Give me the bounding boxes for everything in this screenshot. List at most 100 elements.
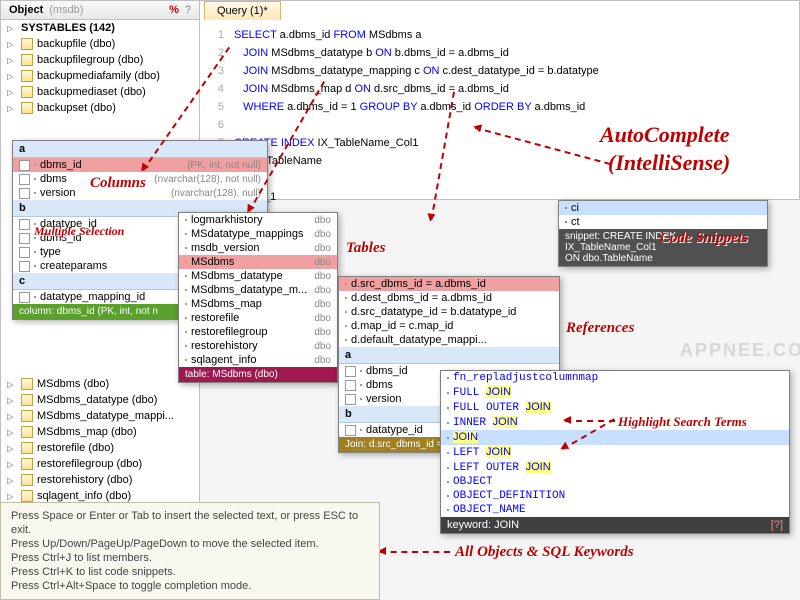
tree-item[interactable]: ▷backupfile (dbo)	[1, 36, 199, 52]
reference-text: d.default_datatype_mappi...	[351, 334, 487, 346]
question-icon[interactable]: ?	[185, 4, 191, 16]
tree-root-label: SYSTABLES (142)	[21, 22, 115, 34]
refs-header-a: a	[339, 347, 559, 364]
table-icon	[21, 54, 33, 66]
table-item[interactable]: restorefiledbo	[179, 311, 337, 325]
callout-snippets: Code Snippets	[660, 230, 748, 247]
checkbox-icon[interactable]	[19, 233, 30, 244]
tree-item[interactable]: ▷MSdbms (dbo)	[1, 376, 199, 392]
snippet-item[interactable]: ci	[559, 201, 767, 215]
table-item[interactable]: MSdbms_datatype_m...dbo	[179, 283, 337, 297]
checkbox-icon[interactable]	[345, 425, 356, 436]
keyword-item[interactable]: LEFT JOIN	[441, 445, 789, 460]
table-item[interactable]: msdb_versiondbo	[179, 241, 337, 255]
checkbox-icon[interactable]	[345, 366, 356, 377]
reference-text: d.dest_dbms_id = a.dbms_id	[351, 292, 492, 304]
table-item[interactable]: sqlagent_infodbo	[179, 353, 337, 367]
tree-item[interactable]: ▷MSdbms_datatype_mappi...	[1, 408, 199, 424]
tree-item-label: backupfile (dbo)	[37, 38, 115, 50]
arrow-icon: ▷	[7, 396, 17, 405]
checkbox-icon[interactable]	[345, 394, 356, 405]
reference-item[interactable]: d.src_dbms_id = a.dbms_id	[339, 277, 559, 291]
checkbox-icon[interactable]	[19, 292, 30, 303]
column-name: dbms	[40, 173, 67, 185]
table-item[interactable]: restorehistorydbo	[179, 339, 337, 353]
query-tab[interactable]: Query (1)*	[204, 1, 281, 20]
keyword-item[interactable]: JOIN	[441, 430, 789, 445]
keyword-item[interactable]: LEFT OUTER JOIN	[441, 460, 789, 475]
tree-item[interactable]: ▷backupmediaset (dbo)	[1, 84, 199, 100]
object-title: Object	[9, 4, 43, 16]
keyword-icon	[447, 467, 449, 469]
arrow-icon: ▷	[7, 380, 17, 389]
reference-item[interactable]: d.dest_dbms_id = a.dbms_id	[339, 291, 559, 305]
snippet-icon	[565, 221, 567, 223]
snippet-name: ct	[571, 216, 580, 228]
arrow-icon: ▷	[7, 476, 17, 485]
checkbox-icon[interactable]	[19, 174, 30, 185]
table-name: MSdbms_map	[191, 298, 262, 310]
keyword-item[interactable]: OBJECT	[441, 475, 789, 489]
column-icon	[34, 251, 36, 253]
arrow-icon: ▷	[7, 444, 17, 453]
checkbox-icon[interactable]	[19, 247, 30, 258]
column-meta: (PK, int, not null)	[187, 160, 261, 171]
keywords-dropdown[interactable]: fn_repladjustcolumnmapFULL JOINFULL OUTE…	[440, 370, 790, 534]
table-icon	[185, 233, 187, 235]
schema-label: dbo	[314, 271, 331, 282]
column-name: datatype_id	[366, 424, 423, 436]
table-item[interactable]: MSdbmsdbo	[179, 255, 337, 269]
reference-item[interactable]: d.map_id = c.map_id	[339, 319, 559, 333]
tree-item[interactable]: ▷ MSdbms_map (dbo)	[1, 424, 199, 440]
column-icon	[34, 164, 36, 166]
table-item[interactable]: MSdbms_mapdbo	[179, 297, 337, 311]
schema-label: dbo	[314, 341, 331, 352]
tree-item-label: MSdbms_map (dbo)	[37, 426, 137, 438]
keyword-icon	[447, 392, 449, 394]
reference-item[interactable]: d.default_datatype_mappi...	[339, 333, 559, 347]
schema-label: dbo	[314, 243, 331, 254]
table-name: logmarkhistory	[191, 214, 263, 226]
object-tab-header[interactable]: Object (msdb) % ?	[1, 1, 199, 20]
table-icon	[185, 345, 187, 347]
tree-item[interactable]: ▷MSdbms_datatype (dbo)	[1, 392, 199, 408]
checkbox-icon[interactable]	[345, 380, 356, 391]
schema-label: dbo	[314, 327, 331, 338]
arrow-icon: ▷	[7, 428, 17, 437]
tree-item-label: backupmediafamily (dbo)	[37, 70, 160, 82]
snippet-item[interactable]: ct	[559, 215, 767, 229]
table-item[interactable]: logmarkhistorydbo	[179, 213, 337, 227]
percent-icon[interactable]: %	[169, 4, 179, 16]
tree-item[interactable]: ▷restorehistory (dbo)	[1, 472, 199, 488]
table-icon	[185, 261, 187, 263]
tree-root[interactable]: ▷ SYSTABLES (142)	[1, 20, 199, 36]
checkbox-icon[interactable]	[19, 188, 30, 199]
tree-item[interactable]: ▷restorefilegroup (dbo)	[1, 456, 199, 472]
table-item[interactable]: MSdatatype_mappingsdbo	[179, 227, 337, 241]
tree-item[interactable]: ▷backupfilegroup (dbo)	[1, 52, 199, 68]
tree-item[interactable]: ▷restorefile (dbo)	[1, 440, 199, 456]
keyword-item[interactable]: FULL OUTER JOIN	[441, 400, 789, 415]
callout-allobj: All Objects & SQL Keywords	[455, 544, 634, 561]
checkbox-icon[interactable]	[19, 160, 30, 171]
keyword-item[interactable]: FULL JOIN	[441, 385, 789, 400]
keyword-text: OBJECT	[453, 476, 493, 488]
keyword-item[interactable]: OBJECT_DEFINITION	[441, 489, 789, 503]
table-item[interactable]: restorefilegroupdbo	[179, 325, 337, 339]
code-editor[interactable]: 1SELECT a.dbms_id FROM MSdbms a 2 JOIN M…	[200, 20, 799, 212]
tree-item[interactable]: ▷backupset (dbo)	[1, 100, 199, 116]
table-icon	[21, 378, 33, 390]
reference-item[interactable]: d.src_datatype_id = b.datatype_id	[339, 305, 559, 319]
checkbox-icon[interactable]	[19, 219, 30, 230]
table-item[interactable]: MSdbms_datatypedbo	[179, 269, 337, 283]
table-icon	[185, 317, 187, 319]
table-name: MSdbms_datatype_m...	[191, 284, 307, 296]
keyword-item[interactable]: fn_repladjustcolumnmap	[441, 371, 789, 385]
keyword-item[interactable]: OBJECT_NAME	[441, 503, 789, 517]
keyword-icon	[447, 422, 449, 424]
table-name: restorefile	[191, 312, 239, 324]
tree-item[interactable]: ▷backupmediafamily (dbo)	[1, 68, 199, 84]
keyword-text: FULL OUTER JOIN	[453, 401, 551, 414]
checkbox-icon[interactable]	[19, 261, 30, 272]
tables-dropdown[interactable]: logmarkhistorydboMSdatatype_mappingsdbom…	[178, 212, 338, 383]
